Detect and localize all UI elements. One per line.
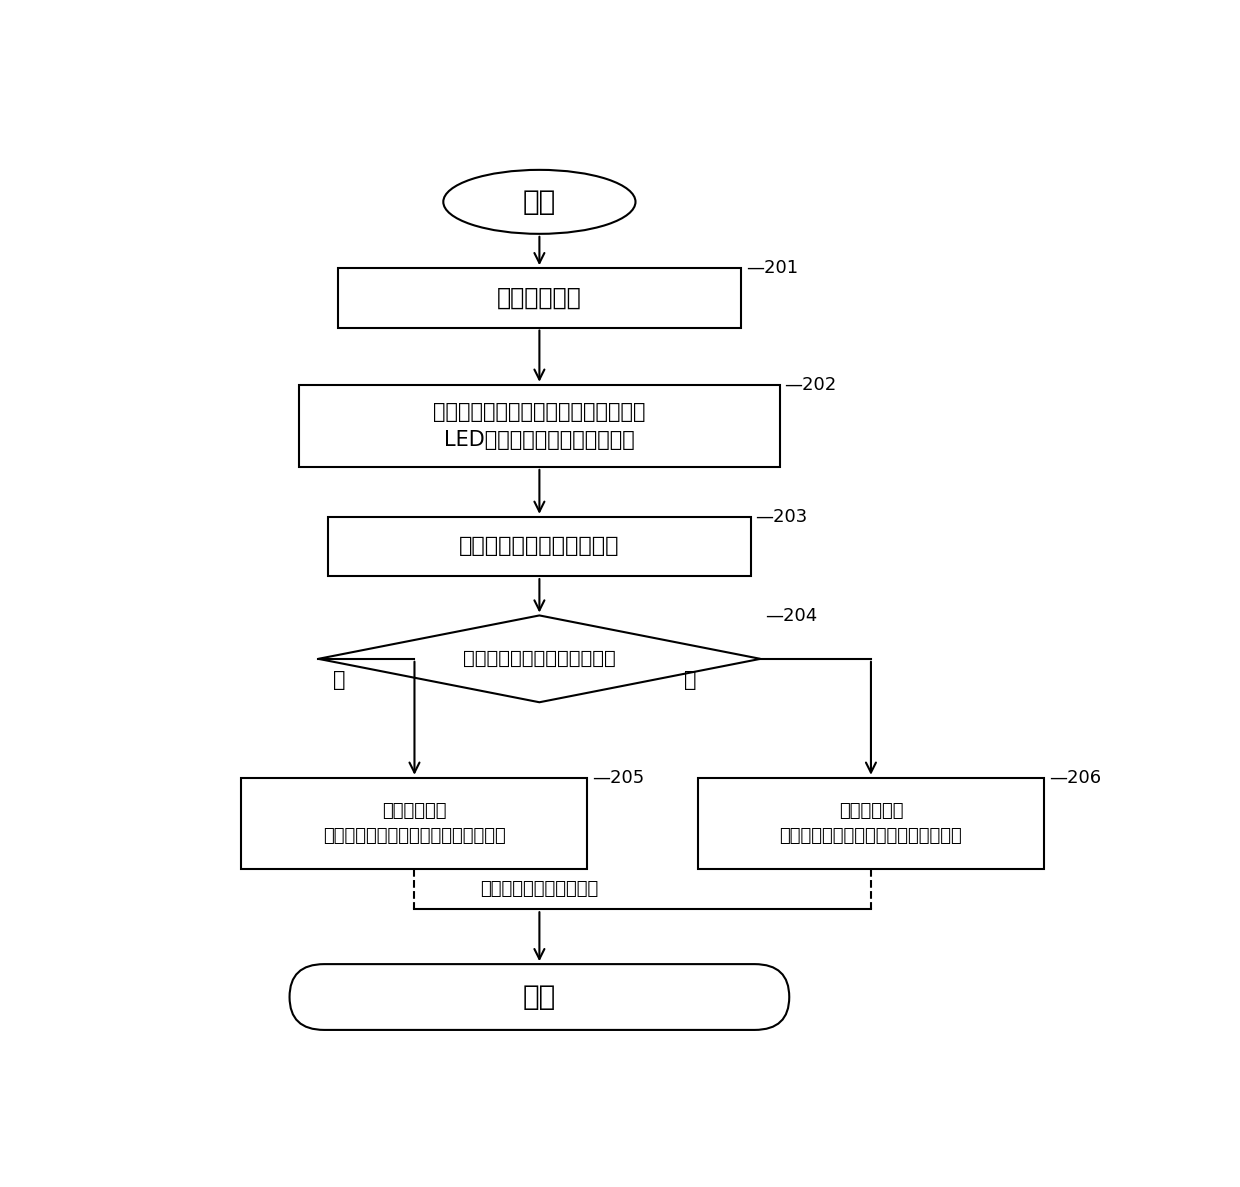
Text: 发送压缩数据
（进一步地，可以分段发送压缩数据）: 发送压缩数据 （进一步地，可以分段发送压缩数据） (324, 802, 506, 845)
Text: —202: —202 (785, 376, 837, 394)
Text: —206: —206 (1049, 769, 1101, 787)
Text: 将添加的显示内容转换生成需要发送给
LED控制板的原始点阵显示数据: 将添加的显示内容转换生成需要发送给 LED控制板的原始点阵显示数据 (433, 401, 646, 450)
Text: —201: —201 (746, 259, 799, 278)
Text: 否: 否 (683, 669, 696, 690)
Text: 压缩数据是否小于原始数据？: 压缩数据是否小于原始数据？ (463, 649, 616, 668)
FancyBboxPatch shape (698, 777, 1044, 869)
FancyBboxPatch shape (242, 777, 588, 869)
FancyBboxPatch shape (327, 516, 751, 576)
Text: —204: —204 (765, 607, 817, 624)
Text: 结束: 结束 (523, 983, 556, 1011)
Text: —203: —203 (755, 508, 808, 526)
Text: 添加显示内容: 添加显示内容 (497, 286, 582, 310)
FancyBboxPatch shape (337, 268, 742, 328)
Text: 是: 是 (332, 669, 345, 690)
Ellipse shape (444, 170, 636, 234)
Text: —205: —205 (593, 769, 645, 787)
Text: 开始: 开始 (523, 188, 556, 216)
FancyBboxPatch shape (299, 385, 780, 466)
Text: 分段发送时需要多次发送: 分段发送时需要多次发送 (480, 881, 599, 899)
Text: 压缩所述原始点阵显示数据: 压缩所述原始点阵显示数据 (459, 537, 620, 557)
Polygon shape (319, 615, 760, 703)
FancyBboxPatch shape (290, 964, 789, 1030)
Text: 发送原始数据
（进一步地，可以分段发送原始数据）: 发送原始数据 （进一步地，可以分段发送原始数据） (780, 802, 962, 845)
